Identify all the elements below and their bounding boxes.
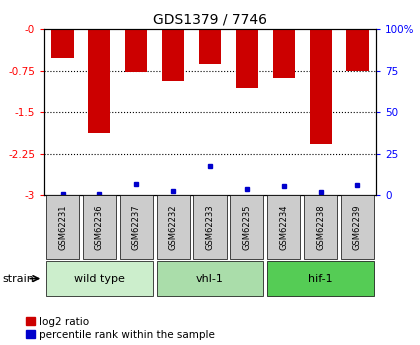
Text: GSM62232: GSM62232 xyxy=(169,204,178,249)
Text: GDS1379 / 7746: GDS1379 / 7746 xyxy=(153,12,267,26)
Text: vhl-1: vhl-1 xyxy=(196,274,224,284)
Bar xyxy=(304,195,337,259)
Bar xyxy=(52,29,74,58)
Bar xyxy=(346,29,368,71)
Text: GSM62239: GSM62239 xyxy=(353,204,362,249)
Text: wild type: wild type xyxy=(74,274,125,284)
Text: GSM62235: GSM62235 xyxy=(242,204,251,249)
Text: GSM62237: GSM62237 xyxy=(132,204,141,250)
Bar xyxy=(193,195,227,259)
Bar xyxy=(120,195,153,259)
Bar xyxy=(157,261,263,296)
Bar xyxy=(162,29,184,81)
Bar xyxy=(341,195,374,259)
Bar xyxy=(88,29,110,132)
Bar xyxy=(273,29,295,78)
Text: GSM62236: GSM62236 xyxy=(95,204,104,250)
Bar xyxy=(125,29,147,72)
Bar xyxy=(157,195,190,259)
Bar xyxy=(46,195,79,259)
Text: GSM62233: GSM62233 xyxy=(205,204,215,250)
Bar xyxy=(236,29,258,88)
Text: GSM62238: GSM62238 xyxy=(316,204,325,250)
Bar xyxy=(310,29,332,144)
Text: strain: strain xyxy=(2,274,34,284)
Bar xyxy=(46,261,153,296)
Bar xyxy=(267,195,300,259)
Text: hif-1: hif-1 xyxy=(308,274,333,284)
Bar xyxy=(230,195,263,259)
Legend: log2 ratio, percentile rank within the sample: log2 ratio, percentile rank within the s… xyxy=(26,317,215,340)
Bar xyxy=(199,29,221,63)
Text: GSM62231: GSM62231 xyxy=(58,204,67,249)
Bar xyxy=(83,195,116,259)
Text: GSM62234: GSM62234 xyxy=(279,204,288,249)
Bar xyxy=(267,261,374,296)
